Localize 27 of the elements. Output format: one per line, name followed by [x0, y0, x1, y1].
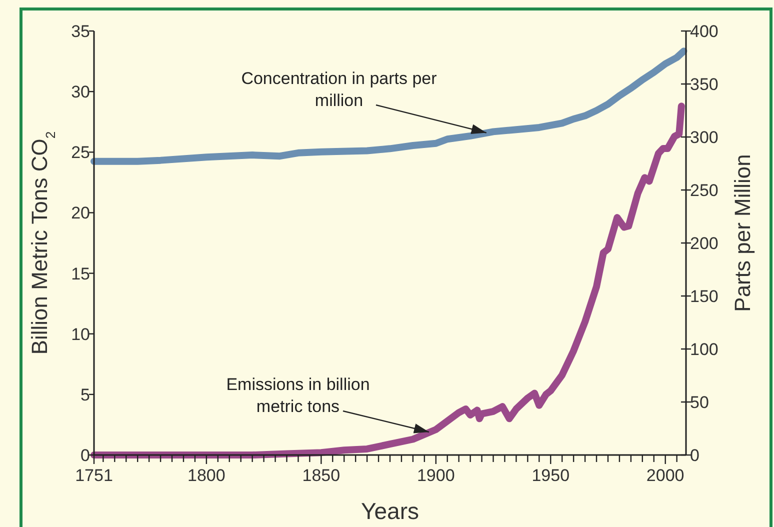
y-tick-label: 15: [71, 264, 90, 284]
y2-tick-label: 150: [690, 287, 718, 306]
y2-tick-label: 400: [690, 22, 718, 41]
y2-tick-label: 100: [690, 340, 718, 359]
y2-tick-label: 0: [690, 446, 700, 465]
y2-tick-label: 300: [690, 128, 718, 147]
y-tick-label: 5: [80, 385, 90, 404]
x-tick-label: 1900: [416, 466, 455, 485]
annotation: Emissions in billion metric tons: [226, 375, 370, 416]
y-tick-label: 20: [71, 204, 90, 223]
y2-axis-title: Parts per Million: [730, 154, 755, 312]
y-tick-label: 30: [71, 82, 90, 102]
y-tick-label: 25: [71, 143, 90, 162]
y-tick-label: 10: [71, 324, 90, 344]
annotation: Concentration in parts per million: [241, 69, 438, 110]
x-tick-label: 2000: [646, 466, 684, 485]
x-tick-label: 1751: [75, 466, 113, 485]
x-axis-title: Years: [361, 498, 419, 524]
y2-tick-label: 200: [690, 234, 718, 253]
y2-tick-label: 350: [690, 75, 718, 94]
y2-tick-label: 50: [690, 393, 709, 412]
x-tick-label: 1950: [532, 466, 570, 485]
x-tick-label: 1800: [188, 466, 226, 485]
y-tick-label: 35: [71, 22, 90, 41]
y-tick-label: 0: [80, 446, 90, 465]
x-tick-label: 1850: [302, 466, 340, 485]
y2-tick-label: 250: [690, 181, 718, 200]
